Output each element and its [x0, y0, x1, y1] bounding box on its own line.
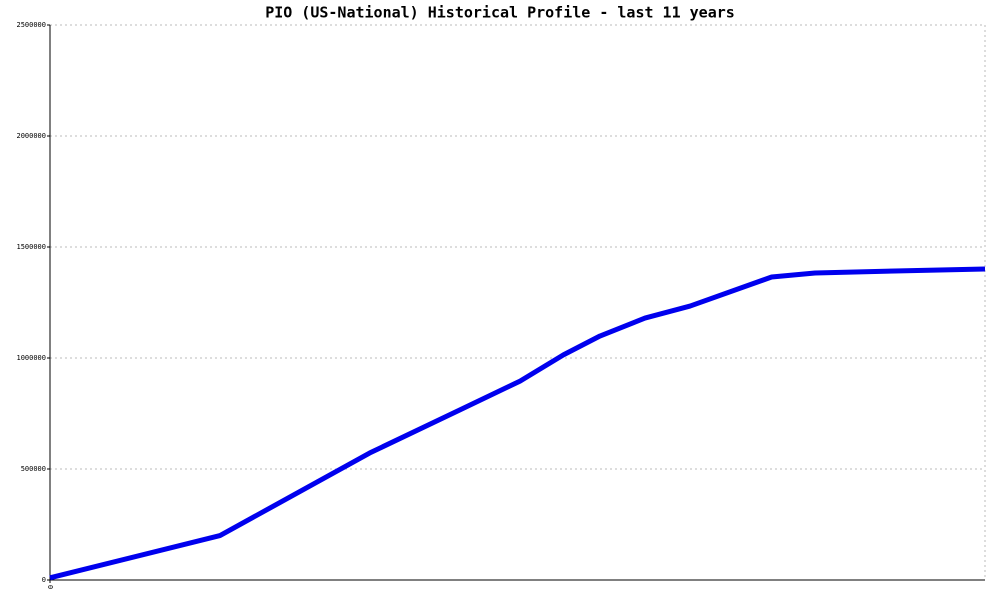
y-tick-label: 0: [42, 576, 46, 584]
data-line: [49, 266, 986, 581]
y-tick-label: 2000000: [16, 132, 46, 140]
y-tick-label: 2500000: [16, 21, 46, 29]
chart-title: PIO (US-National) Historical Profile - l…: [265, 4, 735, 22]
y-tick-label: 500000: [21, 465, 46, 473]
y-tick-label: 1000000: [16, 354, 46, 362]
x-tick-label: 0: [46, 585, 54, 589]
y-tick-label: 1500000: [16, 243, 46, 251]
